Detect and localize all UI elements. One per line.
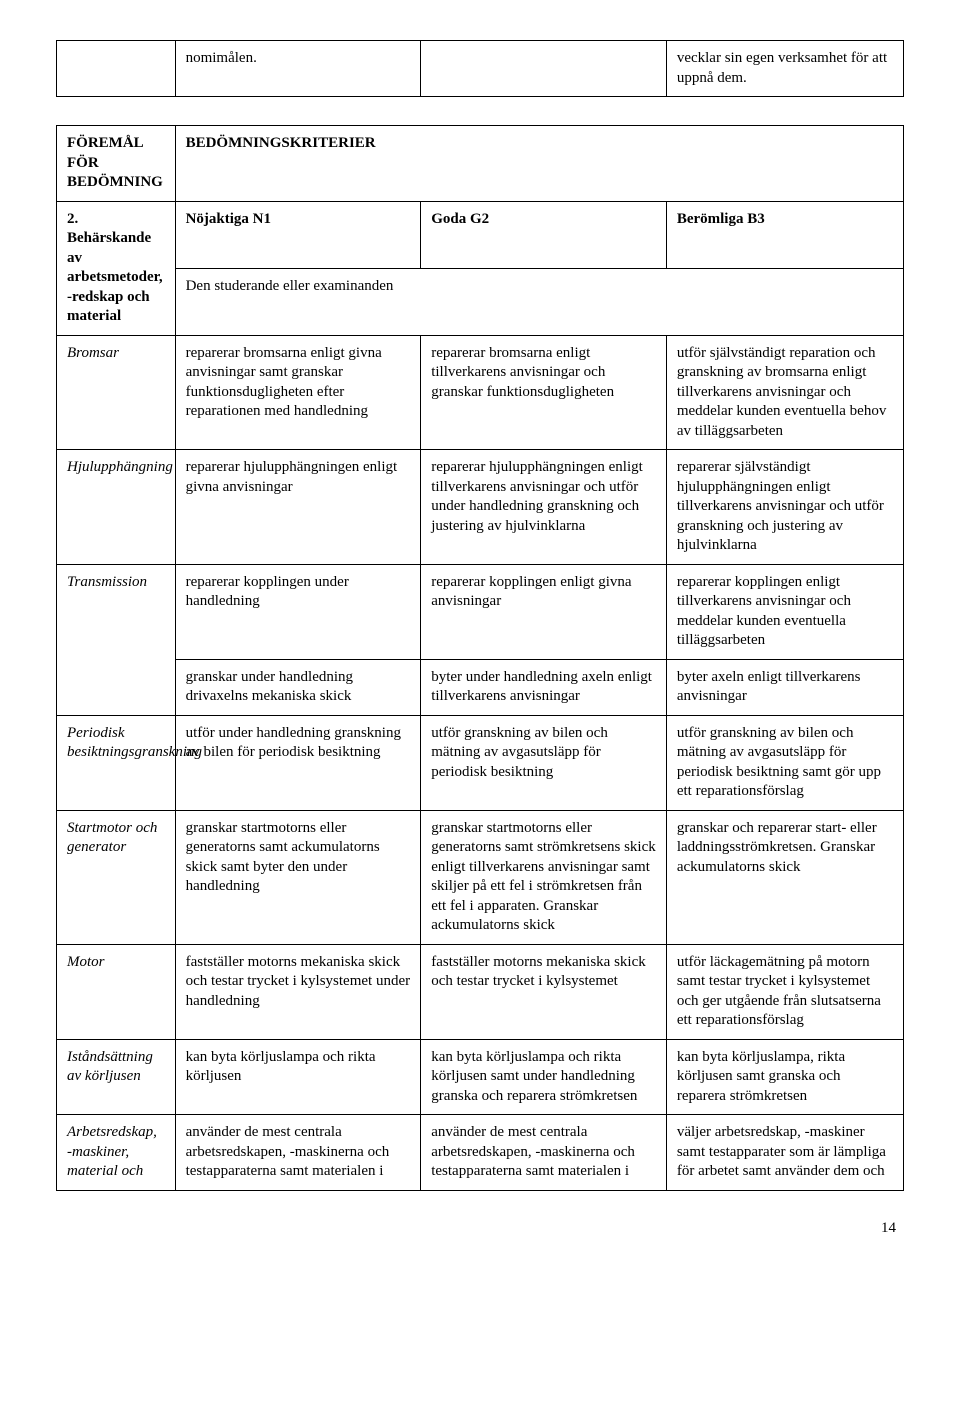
table-row: nomimålen. vecklar sin egen verksamhet f… xyxy=(57,41,904,97)
cell-g2: byter under handledning axeln enligt til… xyxy=(421,659,667,715)
cell: nomimålen. xyxy=(175,41,421,97)
subject-label: 2. Behärskande av arbetsmetoder, -redska… xyxy=(57,201,176,335)
cell-n1: reparerar hjulupphängningen enligt givna… xyxy=(175,450,421,565)
cell-g2: reparerar bromsarna enligt tillverkarens… xyxy=(421,335,667,450)
cell-g2: reparerar hjulupphängningen enligt tillv… xyxy=(421,450,667,565)
cell-g2: granskar startmotorns eller generatorns … xyxy=(421,810,667,944)
top-fragment-table: nomimålen. vecklar sin egen verksamhet f… xyxy=(56,40,904,97)
examinand-text: Den studerande eller examinanden xyxy=(175,268,903,335)
cell-b3: byter axeln enligt tillverkarens anvisni… xyxy=(666,659,903,715)
cell-g2: utför granskning av bilen och mätning av… xyxy=(421,715,667,810)
level-b3: Berömliga B3 xyxy=(666,201,903,268)
cell-g2: fastställer motorns mekaniska skick och … xyxy=(421,944,667,1039)
row-label: Periodisk besiktningsgranskning xyxy=(57,715,176,810)
level-n1: Nöjaktiga N1 xyxy=(175,201,421,268)
level-g2: Goda G2 xyxy=(421,201,667,268)
row-label: Transmission xyxy=(57,564,176,715)
row-label: Bromsar xyxy=(57,335,176,450)
table-row: Transmission reparerar kopplingen under … xyxy=(57,564,904,659)
cell-n1: reparerar kopplingen under handledning xyxy=(175,564,421,659)
table-row: Hjulupphängning reparerar hjulupphängnin… xyxy=(57,450,904,565)
header-label: FÖREMÅL FÖR BEDÖMNING xyxy=(57,126,176,202)
cell-b3: reparerar självständigt hjulupphängninge… xyxy=(666,450,903,565)
table-row: Periodisk besiktningsgranskning utför un… xyxy=(57,715,904,810)
header-criteria: BEDÖMNINGSKRITERIER xyxy=(175,126,903,202)
examinand-row: Den studerande eller examinanden xyxy=(57,268,904,335)
cell-n1: använder de mest centrala arbetsredskape… xyxy=(175,1115,421,1191)
cell-b3: kan byta körljuslampa, rikta körljusen s… xyxy=(666,1039,903,1115)
cell-n1: fastställer motorns mekaniska skick och … xyxy=(175,944,421,1039)
table-row: Iståndsättning av körljusen kan byta kör… xyxy=(57,1039,904,1115)
table-row: Startmotor och generator granskar startm… xyxy=(57,810,904,944)
cell xyxy=(57,41,176,97)
row-label: Hjulupphängning xyxy=(57,450,176,565)
table-row: Motor fastställer motorns mekaniska skic… xyxy=(57,944,904,1039)
evaluation-table: FÖREMÅL FÖR BEDÖMNING BEDÖMNINGSKRITERIE… xyxy=(56,125,904,1191)
row-label: Startmotor och generator xyxy=(57,810,176,944)
cell-b3: utför självständigt reparation och grans… xyxy=(666,335,903,450)
cell-n1: utför under handledning granskning av bi… xyxy=(175,715,421,810)
cell-n1: reparerar bromsarna enligt givna anvisni… xyxy=(175,335,421,450)
cell-g2: kan byta körljuslampa och rikta körljuse… xyxy=(421,1039,667,1115)
cell-n1: granskar startmotorns eller generatorns … xyxy=(175,810,421,944)
cell-g2: reparerar kopplingen enligt givna anvisn… xyxy=(421,564,667,659)
cell-b3: reparerar kopplingen enligt tillverkaren… xyxy=(666,564,903,659)
subject-row: 2. Behärskande av arbetsmetoder, -redska… xyxy=(57,201,904,268)
page-number: 14 xyxy=(56,1219,904,1239)
table-row: Arbetsredskap, -maskiner, material och a… xyxy=(57,1115,904,1191)
cell-n1: kan byta körljuslampa och rikta körljuse… xyxy=(175,1039,421,1115)
row-label: Motor xyxy=(57,944,176,1039)
row-label: Arbetsredskap, -maskiner, material och xyxy=(57,1115,176,1191)
table-row: Bromsar reparerar bromsarna enligt givna… xyxy=(57,335,904,450)
cell-b3: granskar och reparerar start- eller ladd… xyxy=(666,810,903,944)
cell-g2: använder de mest centrala arbetsredskape… xyxy=(421,1115,667,1191)
cell-b3: utför läckagemätning på motorn samt test… xyxy=(666,944,903,1039)
cell: vecklar sin egen verksamhet för att uppn… xyxy=(666,41,903,97)
cell xyxy=(421,41,667,97)
table-row: granskar under handledning drivaxelns me… xyxy=(57,659,904,715)
cell-b3: utför granskning av bilen och mätning av… xyxy=(666,715,903,810)
header-row: FÖREMÅL FÖR BEDÖMNING BEDÖMNINGSKRITERIE… xyxy=(57,126,904,202)
row-label: Iståndsättning av körljusen xyxy=(57,1039,176,1115)
cell-b3: väljer arbetsredskap, -maskiner samt tes… xyxy=(666,1115,903,1191)
cell-n1: granskar under handledning drivaxelns me… xyxy=(175,659,421,715)
